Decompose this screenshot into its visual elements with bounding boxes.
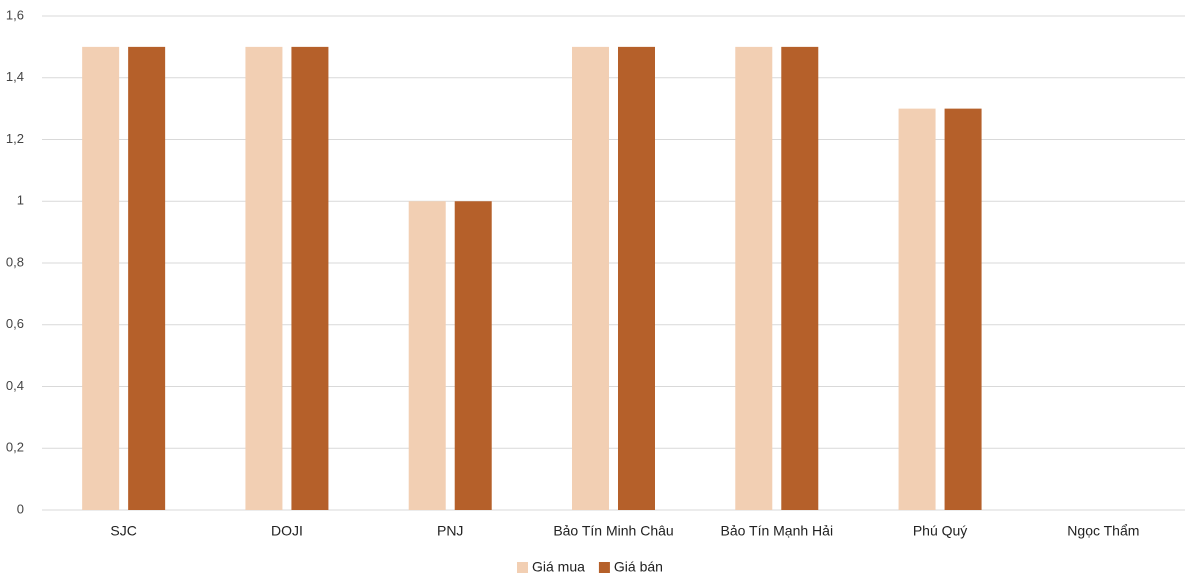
y-tick-label: 1,4: [6, 69, 24, 84]
bar: [572, 46, 609, 510]
bar: [944, 108, 982, 510]
x-tick-label: PNJ: [437, 523, 463, 539]
bar: [781, 46, 819, 510]
legend-label: Giá bán: [614, 559, 663, 575]
x-tick-label: Bảo Tín Minh Châu: [553, 523, 673, 539]
bar: [128, 46, 166, 510]
bar: [618, 46, 655, 510]
bar: [408, 201, 446, 510]
bar: [735, 46, 773, 510]
bar: [82, 46, 120, 510]
bar: [245, 46, 283, 510]
y-tick-label: 0: [17, 501, 24, 516]
legend-swatch: [598, 562, 610, 573]
x-tick-label: Ngọc Thẩm: [1067, 523, 1139, 539]
x-tick-label: Phú Quý: [913, 523, 967, 539]
bar: [291, 46, 329, 510]
x-tick-label: Bảo Tín Mạnh Hải: [720, 523, 833, 539]
y-tick-label: 0,2: [6, 440, 24, 455]
y-tick-label: 1,6: [6, 7, 24, 22]
y-tick-label: 0,4: [6, 378, 24, 393]
y-tick-label: 0,6: [6, 316, 24, 331]
x-tick-label: DOJI: [271, 523, 303, 539]
bar: [454, 201, 492, 510]
y-tick-label: 1,2: [6, 131, 24, 146]
y-tick-label: 0,8: [6, 254, 24, 269]
legend-label: Giá mua: [532, 559, 585, 575]
x-tick-label: SJC: [110, 523, 136, 539]
bar: [898, 108, 936, 510]
y-tick-label: 1: [17, 193, 24, 208]
legend-swatch: [517, 562, 528, 573]
